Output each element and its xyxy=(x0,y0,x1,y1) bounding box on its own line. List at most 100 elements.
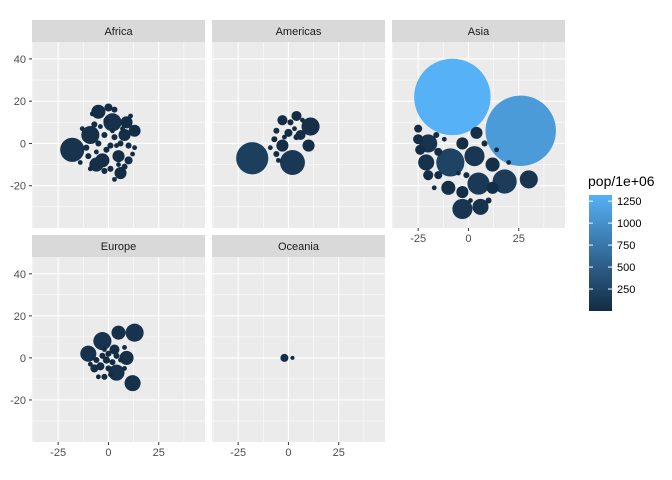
bubble xyxy=(99,352,106,359)
bubble xyxy=(109,359,116,366)
panel-asia: Asia xyxy=(392,20,565,228)
bubble xyxy=(83,144,90,151)
bubble xyxy=(470,126,483,139)
facet-panels: Africa Americas Asia Europe Oceania xyxy=(32,20,565,442)
strip-americas xyxy=(212,20,385,42)
bubble xyxy=(114,143,119,148)
bubble xyxy=(109,344,120,355)
bubble xyxy=(112,150,125,163)
bubbles-europe xyxy=(80,323,144,392)
bubble xyxy=(118,128,131,142)
bubble xyxy=(414,58,491,136)
legend-break-label: 1000 xyxy=(617,218,641,230)
legend-break-label: 1250 xyxy=(617,196,641,208)
strip-oceania xyxy=(212,235,385,257)
bubble xyxy=(107,165,114,172)
bubble xyxy=(301,117,320,136)
y-tick-label: 40 xyxy=(14,54,26,66)
bubble xyxy=(124,156,133,165)
bubble xyxy=(96,362,105,371)
bubble xyxy=(290,355,295,360)
bubble xyxy=(287,119,294,126)
bubbles-africa xyxy=(60,103,141,182)
bubble xyxy=(434,171,443,180)
bubble xyxy=(456,137,469,150)
panel-africa: Africa xyxy=(32,20,205,228)
bubble xyxy=(436,148,465,177)
bubble xyxy=(293,134,300,141)
x-tick-label: -25 xyxy=(410,233,426,245)
bubble xyxy=(101,373,108,380)
bubble xyxy=(486,181,499,194)
bubble xyxy=(120,116,133,129)
bubble xyxy=(101,167,108,174)
bubble xyxy=(97,124,103,129)
bubble xyxy=(110,128,115,134)
bubble xyxy=(117,140,124,147)
bubble xyxy=(112,176,117,182)
bubble xyxy=(302,139,315,152)
y-tick-label: -20 xyxy=(10,395,26,407)
bubble xyxy=(452,198,473,220)
bubble xyxy=(125,323,144,342)
bubble xyxy=(300,117,305,123)
bubble xyxy=(132,145,138,151)
bubble xyxy=(121,163,128,170)
bubble xyxy=(282,134,287,140)
bubble xyxy=(431,185,437,191)
strip-label-oceania: Oceania xyxy=(278,241,320,253)
bubble xyxy=(413,134,424,145)
bubble xyxy=(87,361,93,367)
bubble xyxy=(271,136,278,143)
legend-breaks: 250 500 750 1000 1250 xyxy=(589,196,641,296)
bubble xyxy=(102,356,111,364)
bubble xyxy=(105,365,112,372)
strip-asia xyxy=(392,20,565,42)
bubbles-oceania xyxy=(280,353,295,362)
bubble xyxy=(441,180,456,195)
bubble xyxy=(101,131,108,139)
bubble xyxy=(277,115,288,126)
bubble xyxy=(275,157,281,163)
bubble xyxy=(60,137,85,162)
bubble xyxy=(267,145,273,151)
y-tick-label: 20 xyxy=(14,311,26,323)
bubble xyxy=(414,124,423,133)
bubbles-americas xyxy=(236,110,320,175)
bubble xyxy=(116,162,121,168)
bubble xyxy=(103,117,110,124)
strip-europe xyxy=(32,235,205,257)
bubbles-asia xyxy=(413,58,556,220)
bubble xyxy=(472,198,489,215)
bubble xyxy=(519,170,538,189)
strip-label-africa: Africa xyxy=(104,26,133,38)
strip-label-europe: Europe xyxy=(101,241,136,253)
bubble xyxy=(455,170,461,176)
legend-colorbar xyxy=(589,195,612,311)
bubble xyxy=(292,126,297,132)
strip-label-americas: Americas xyxy=(276,26,322,38)
bubble xyxy=(113,352,120,359)
bubble xyxy=(494,147,500,153)
bubble xyxy=(418,154,435,171)
bubble xyxy=(102,347,107,352)
strip-label-asia: Asia xyxy=(468,26,490,38)
bubble xyxy=(128,124,141,137)
bubble xyxy=(91,121,98,128)
bubble xyxy=(464,146,485,167)
legend-break-label: 250 xyxy=(617,284,635,296)
bubble xyxy=(441,136,447,142)
x-tick-label: 0 xyxy=(285,447,291,459)
x-tick-label: 25 xyxy=(333,447,345,459)
bubble xyxy=(423,170,434,181)
panel-background-oceania xyxy=(212,257,385,442)
y-tick-label: 0 xyxy=(20,138,26,150)
bubble xyxy=(485,197,492,204)
bubble xyxy=(467,172,490,195)
bubble xyxy=(122,344,127,350)
bubble xyxy=(87,166,93,172)
legend-title: pop/1e+06 xyxy=(588,173,655,189)
bubble xyxy=(273,127,280,134)
bubble xyxy=(468,198,473,203)
